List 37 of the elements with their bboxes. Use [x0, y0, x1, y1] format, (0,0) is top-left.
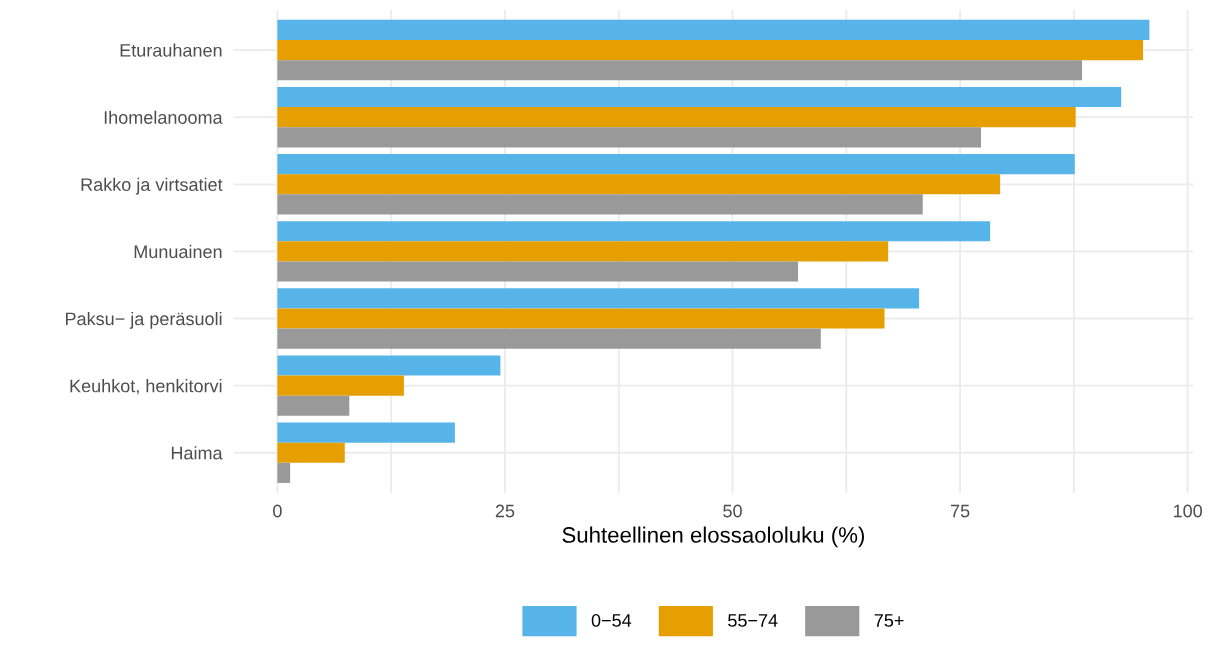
- bar: [277, 355, 501, 376]
- bar: [277, 86, 1122, 108]
- y-tick-label: Ihomelanooma: [104, 110, 223, 124]
- x-tick-label: 100: [1173, 504, 1202, 518]
- legend-label: 75+: [874, 614, 904, 627]
- bar: [277, 107, 1076, 128]
- bar: [277, 127, 982, 148]
- bar: [277, 40, 1144, 61]
- x-tick-label: 50: [723, 504, 742, 518]
- bar: [277, 19, 1150, 40]
- bar: [277, 442, 345, 463]
- bar: [277, 154, 1075, 175]
- bar: [277, 462, 291, 483]
- bar: [277, 194, 923, 215]
- bar: [277, 60, 1083, 81]
- y-tick-label: Eturauhanen: [120, 43, 222, 57]
- y-tick-label: Keuhkot, henkitorvi: [70, 379, 222, 395]
- x-axis-title: Suhteellinen elossaololuku (%): [562, 526, 864, 548]
- bar: [277, 375, 404, 396]
- y-tick-label: Haima: [171, 446, 223, 460]
- x-tick-label: 25: [495, 504, 515, 518]
- bar: [277, 174, 1001, 195]
- bar: [277, 395, 350, 416]
- bar: [277, 288, 920, 309]
- y-tick-label: Paksu− ja peräsuoli: [65, 311, 222, 329]
- legend-label: 55−74: [728, 614, 778, 627]
- bar: [277, 221, 991, 242]
- x-tick-label: 75: [950, 504, 970, 518]
- y-tick-label: Rakko ja virtsatiet: [81, 177, 223, 195]
- y-tick-label: Munuainen: [134, 244, 222, 259]
- bar: [277, 308, 885, 329]
- x-tick-label: 0: [273, 504, 282, 518]
- bar: [277, 261, 799, 282]
- bar: [277, 241, 889, 262]
- bar: [277, 328, 821, 349]
- legend-label: 0−54: [591, 614, 632, 627]
- bar: [277, 422, 455, 443]
